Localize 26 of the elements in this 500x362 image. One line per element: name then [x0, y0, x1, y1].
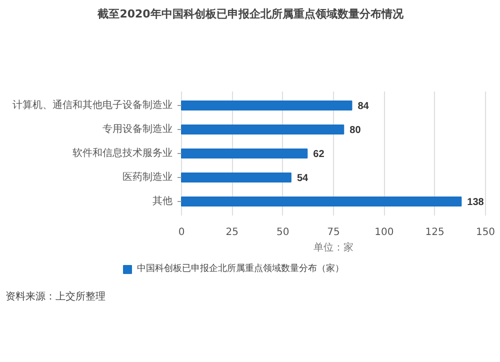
x-tick-label: 0: [178, 226, 185, 238]
bar: [181, 148, 308, 159]
y-tick-label: 其他: [152, 195, 172, 207]
bar: [181, 172, 292, 183]
bar: [181, 196, 462, 207]
x-tick-label: 75: [327, 226, 340, 238]
bar: [181, 100, 352, 111]
x-axis-title: 单位：家: [314, 242, 354, 254]
x-tick-label: 25: [226, 226, 239, 238]
x-tick-label: 125: [425, 226, 444, 238]
chart-title: 截至2020年中国科创板已申报企北所属重点领域数量分布情况: [96, 8, 404, 20]
y-tick-label: 医药制造业: [122, 171, 172, 183]
x-tick-label: 100: [374, 226, 394, 238]
x-tick-label: 50: [276, 226, 290, 238]
data-label: 54: [296, 173, 308, 184]
bar: [181, 124, 344, 135]
y-tick-label: 计算机、通信和其他电子设备制造业: [12, 99, 172, 111]
text: 资料来源：上交所整理: [6, 290, 106, 302]
y-tick-label: 专用设备制造业: [102, 123, 172, 135]
y-tick-label: 软件和信息技术服务业: [72, 147, 172, 159]
data-label: 62: [313, 149, 325, 160]
legend-label: 中国科创板已申报企北所属重点领域数量分布（家）: [137, 262, 344, 275]
data-label: 84: [358, 101, 370, 112]
data-label: 80: [350, 125, 362, 136]
x-tick-label: 150: [476, 226, 496, 238]
data-label: 138: [467, 197, 484, 208]
